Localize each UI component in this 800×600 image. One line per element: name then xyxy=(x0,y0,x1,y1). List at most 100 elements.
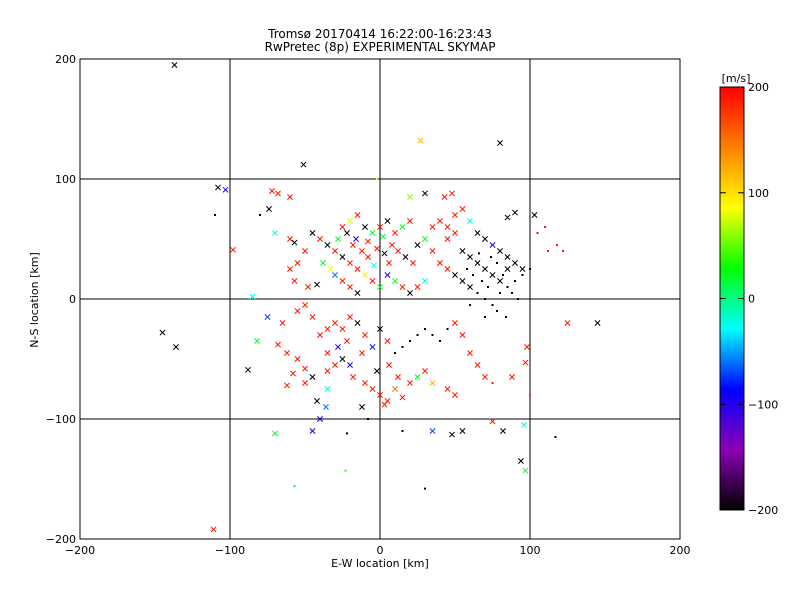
data-point-cross xyxy=(386,260,392,266)
data-point-cross xyxy=(272,430,278,437)
data-point-cross xyxy=(452,212,458,218)
x-tick-label: 200 xyxy=(670,544,691,557)
data-point-dot xyxy=(367,418,369,420)
data-point-cross xyxy=(287,236,293,242)
data-point-cross xyxy=(324,350,331,356)
data-point-cross xyxy=(407,194,413,200)
data-point-dot xyxy=(481,280,483,282)
data-point-cross xyxy=(422,278,428,284)
data-point-dot xyxy=(502,274,504,276)
data-point-dot xyxy=(293,485,296,488)
data-point-cross xyxy=(374,245,380,252)
data-point-cross xyxy=(347,260,353,266)
data-point-cross xyxy=(407,290,413,296)
data-point-dot xyxy=(544,226,546,228)
data-point-dot xyxy=(424,487,426,490)
y-tick-label: 0 xyxy=(69,293,76,306)
data-point-cross xyxy=(504,254,511,260)
data-point-cross xyxy=(287,266,293,272)
data-point-dot xyxy=(431,334,434,336)
data-point-cross xyxy=(353,236,359,242)
data-point-cross xyxy=(317,236,323,242)
data-point-cross xyxy=(350,242,356,248)
data-point-dot xyxy=(401,430,404,432)
data-point-cross xyxy=(374,368,380,374)
data-point-cross xyxy=(380,233,386,240)
data-point-dot xyxy=(506,286,509,288)
data-point-cross xyxy=(414,284,421,290)
data-point-cross xyxy=(332,248,338,254)
data-point-cross xyxy=(384,218,391,224)
data-point-cross xyxy=(344,338,350,344)
data-point-cross xyxy=(377,392,383,398)
data-point-cross xyxy=(332,362,338,368)
data-point-cross xyxy=(309,230,316,236)
data-point-cross xyxy=(452,230,458,236)
y-tick-label: 200 xyxy=(55,53,76,66)
data-point-dot xyxy=(376,178,378,180)
data-point-cross xyxy=(414,242,421,248)
data-point-cross xyxy=(441,194,448,200)
data-point-cross xyxy=(339,254,346,260)
data-point-cross xyxy=(294,260,301,266)
data-point-cross xyxy=(269,188,275,194)
data-point-cross xyxy=(474,260,481,266)
data-point-cross xyxy=(344,230,350,236)
data-point-dot xyxy=(346,432,348,435)
data-point-cross xyxy=(489,242,496,248)
data-point-cross xyxy=(377,224,383,230)
data-point-cross xyxy=(459,206,466,212)
data-point-cross xyxy=(482,266,488,272)
x-tick-label: −200 xyxy=(65,544,95,557)
data-point-cross xyxy=(324,368,331,374)
data-point-dot xyxy=(529,394,531,396)
data-point-cross xyxy=(215,184,221,191)
data-point-cross xyxy=(362,224,368,230)
data-point-cross xyxy=(429,248,436,254)
x-axis-ticks: −200 −100 0 100 200 xyxy=(65,59,691,557)
data-point-cross xyxy=(365,254,371,260)
data-point-cross xyxy=(395,248,401,254)
colorbar-tick-label: 100 xyxy=(748,187,769,200)
data-point-dot xyxy=(529,268,531,270)
data-point-cross xyxy=(467,218,473,224)
data-point-dot xyxy=(517,298,519,300)
data-point-cross xyxy=(314,398,320,404)
data-point-cross xyxy=(449,431,455,438)
data-point-cross xyxy=(324,326,331,332)
data-point-cross xyxy=(324,386,331,392)
data-point-cross xyxy=(521,422,527,428)
data-point-cross xyxy=(359,248,365,254)
data-point-cross xyxy=(324,242,331,248)
colorbar-tick-label: 200 xyxy=(748,81,769,94)
data-point-cross xyxy=(407,218,413,224)
data-point-cross xyxy=(350,374,356,380)
data-point-cross xyxy=(459,332,466,338)
data-point-cross xyxy=(317,416,323,422)
data-point-cross xyxy=(467,350,473,356)
data-point-cross xyxy=(369,386,376,392)
data-point-cross xyxy=(489,272,496,278)
data-point-cross xyxy=(327,266,334,272)
data-point-cross xyxy=(332,320,338,326)
data-point-cross xyxy=(284,350,290,356)
colorbar-tick-label: −100 xyxy=(748,398,778,411)
colorbar-tick-label: −200 xyxy=(748,504,778,517)
data-point-cross xyxy=(369,278,376,284)
data-point-dot xyxy=(491,382,494,384)
data-point-cross xyxy=(159,329,166,336)
data-point-cross xyxy=(275,190,281,197)
data-point-cross xyxy=(294,356,301,362)
data-point-cross xyxy=(309,314,316,320)
data-point-cross xyxy=(437,218,443,224)
data-point-cross xyxy=(467,254,473,260)
data-point-cross xyxy=(347,362,353,368)
data-point-cross xyxy=(362,272,368,278)
data-point-cross xyxy=(392,230,398,236)
data-point-cross xyxy=(395,374,401,380)
data-point-cross xyxy=(284,382,290,389)
data-point-dot xyxy=(409,340,411,342)
data-point-cross xyxy=(354,212,361,218)
data-point-cross xyxy=(444,224,451,230)
